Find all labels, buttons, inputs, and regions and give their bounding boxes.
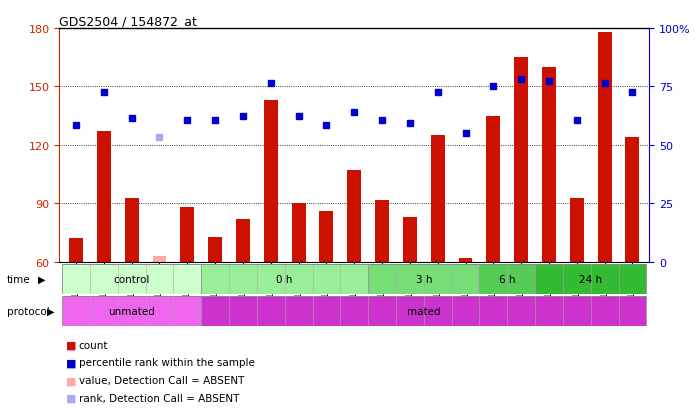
Text: GDS2504 / 154872_at: GDS2504 / 154872_at — [59, 15, 198, 28]
Bar — [62, 264, 201, 294]
Bar — [292, 204, 306, 262]
Bar — [487, 116, 500, 262]
Text: unmated: unmated — [108, 306, 155, 316]
Bar — [403, 218, 417, 262]
Text: ■: ■ — [66, 340, 77, 350]
Text: mated: mated — [407, 306, 440, 316]
Bar — [625, 138, 639, 262]
Text: count: count — [79, 340, 108, 350]
Bar — [570, 198, 584, 262]
Bar — [514, 58, 528, 262]
Text: time: time — [7, 274, 31, 284]
Text: percentile rank within the sample: percentile rank within the sample — [79, 358, 255, 368]
Bar — [535, 264, 646, 294]
Text: 6 h: 6 h — [499, 274, 516, 284]
Bar — [459, 259, 473, 262]
Bar — [201, 264, 368, 294]
Bar — [320, 212, 334, 262]
Text: 3 h: 3 h — [415, 274, 432, 284]
Bar — [480, 264, 535, 294]
Bar — [62, 297, 201, 326]
Bar — [375, 200, 389, 262]
Bar — [264, 101, 278, 262]
Bar — [69, 239, 83, 262]
Bar — [236, 219, 250, 262]
Bar — [180, 208, 194, 262]
Text: ■: ■ — [66, 375, 77, 385]
Text: rank, Detection Call = ABSENT: rank, Detection Call = ABSENT — [79, 393, 239, 403]
Bar — [542, 68, 556, 262]
Text: control: control — [114, 274, 150, 284]
Bar — [153, 256, 166, 262]
Bar — [125, 198, 139, 262]
Bar — [208, 237, 222, 262]
Text: ▶: ▶ — [47, 306, 54, 316]
Text: value, Detection Call = ABSENT: value, Detection Call = ABSENT — [79, 375, 244, 385]
Text: 24 h: 24 h — [579, 274, 602, 284]
Text: ■: ■ — [66, 358, 77, 368]
Bar — [201, 297, 646, 326]
Text: 0 h: 0 h — [276, 274, 293, 284]
Text: ■: ■ — [66, 393, 77, 403]
Bar — [368, 264, 480, 294]
Bar — [348, 171, 361, 262]
Bar — [597, 33, 611, 262]
Bar — [97, 132, 111, 262]
Text: protocol: protocol — [7, 306, 50, 316]
Bar — [431, 136, 445, 262]
Text: ▶: ▶ — [38, 274, 46, 284]
